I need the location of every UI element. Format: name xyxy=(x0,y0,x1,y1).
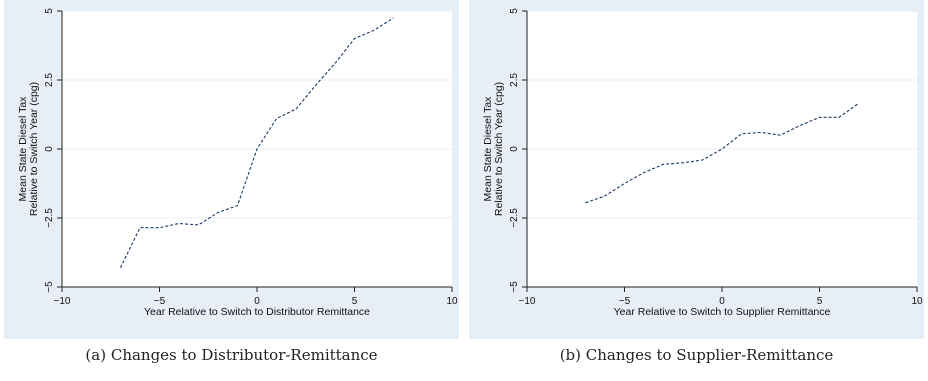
y-axis-title-line: Relative to Switch Year (cpg) xyxy=(28,82,40,216)
x-tick-label: −10 xyxy=(519,296,536,307)
series-line xyxy=(585,103,859,204)
x-tick-label: −5 xyxy=(619,296,631,307)
y-tick-label: −5 xyxy=(509,281,520,293)
y-axis-title-line: Mean State Diesel Tax xyxy=(17,96,29,202)
chart-panel-a: −10 −5 0 5 10 −5 −2.5 0 2.5 5 Year Relative to Swi… xyxy=(4,0,459,339)
y-tick-label: 0 xyxy=(44,146,55,152)
x-axis-title: Year Relative to Switch to Distributor R… xyxy=(144,306,370,318)
y-tick-label: 2.5 xyxy=(44,73,55,87)
caption-a: (a) Changes to Distributor-Remittance xyxy=(85,346,378,364)
x-axis-title: Year Relative to Switch to Supplier Remi… xyxy=(614,306,831,318)
x-tick-label: −5 xyxy=(154,296,166,307)
y-tick-label: −2.5 xyxy=(509,208,520,228)
x-tick-label: 10 xyxy=(911,296,923,307)
y-axis-title-line: Mean State Diesel Tax xyxy=(482,96,494,202)
y-axis-title-line: Relative to Switch Year (cpg) xyxy=(493,82,505,216)
y-tick-label: 0 xyxy=(509,146,520,152)
chart-panel-b: −10 −5 0 5 10 −5 −2.5 0 2.5 5 Year Relative to Swi… xyxy=(469,0,924,339)
y-tick-label: −5 xyxy=(44,281,55,293)
x-tick-label: 5 xyxy=(352,296,358,307)
y-tick-label: −2.5 xyxy=(44,208,55,228)
caption-b: (b) Changes to Supplier-Remittance xyxy=(559,346,834,364)
x-tick-label: −10 xyxy=(54,296,71,307)
x-tick-label: 0 xyxy=(254,296,260,307)
x-tick-label: 10 xyxy=(446,296,458,307)
y-tick-label: 2.5 xyxy=(509,73,520,87)
y-tick-label: 5 xyxy=(44,8,55,14)
x-tick-label: 5 xyxy=(817,296,823,307)
y-tick-label: 5 xyxy=(509,8,520,14)
series-line xyxy=(120,17,394,268)
x-tick-label: 0 xyxy=(719,296,725,307)
